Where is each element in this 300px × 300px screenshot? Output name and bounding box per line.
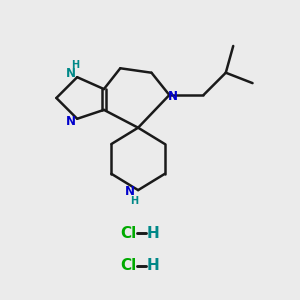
Text: N: N [66, 67, 76, 80]
Text: Cl: Cl [120, 226, 136, 241]
Text: H: H [130, 196, 139, 206]
Text: H: H [71, 60, 79, 70]
Text: Cl: Cl [120, 258, 136, 273]
Text: H: H [147, 258, 160, 273]
Text: N: N [66, 115, 76, 128]
Text: N: N [125, 185, 135, 198]
Text: N: N [168, 90, 178, 103]
Text: H: H [147, 226, 160, 241]
